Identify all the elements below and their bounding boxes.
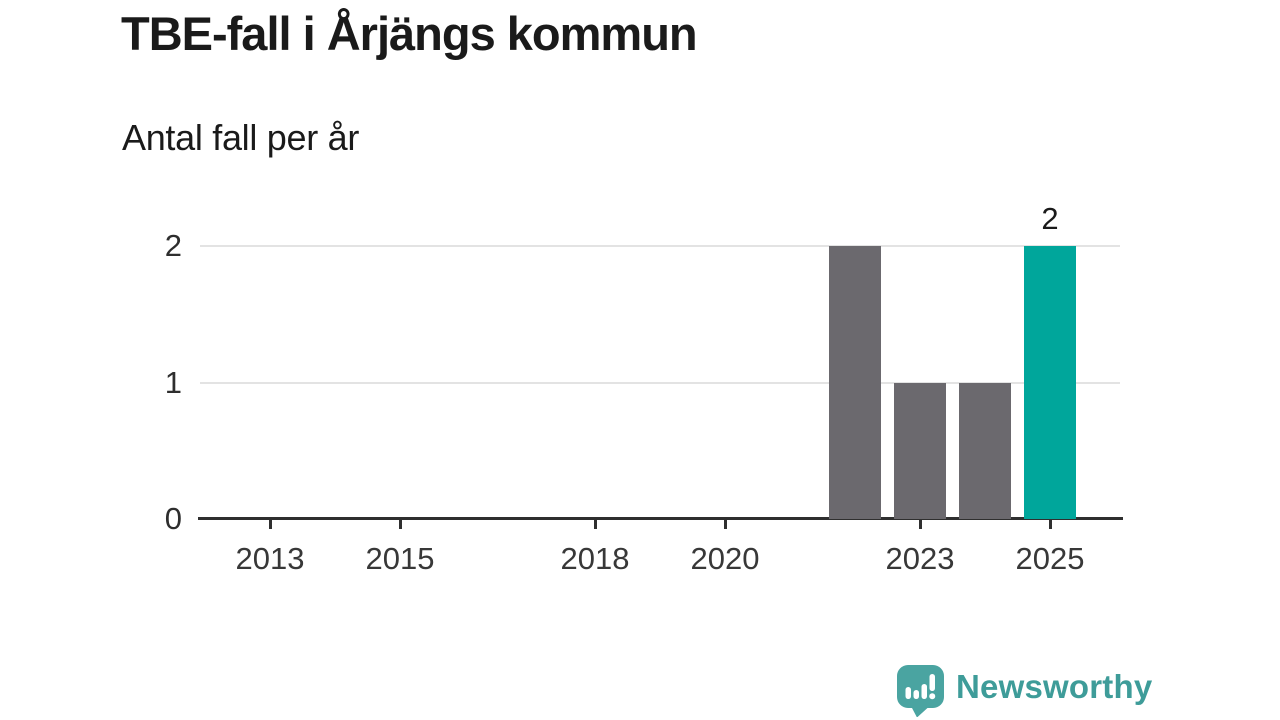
x-tick-label-2023: 2023: [885, 541, 955, 576]
newsworthy-logo-text: Newsworthy: [956, 668, 1153, 705]
bar-2025: [1024, 246, 1076, 519]
newsworthy-logo-icon: [897, 665, 944, 717]
x-tick-mark-2013: [269, 520, 272, 529]
chart-title: TBE-fall i Årjängs kommun: [121, 7, 698, 60]
bar-2023: [894, 382, 946, 519]
x-tick-mark-2025: [1049, 520, 1052, 529]
y-tick-label-2: 2: [164, 228, 182, 263]
x-tick-mark-2015: [399, 520, 402, 529]
x-axis-line: [198, 517, 1123, 520]
y-tick-label-1: 1: [164, 364, 182, 400]
x-tick-label-2013: 2013: [235, 541, 305, 576]
x-tick-label-2018: 2018: [560, 541, 630, 576]
x-tick-mark-2023: [919, 520, 922, 529]
x-tick-mark-2018: [594, 520, 597, 529]
gridline-y-2: [200, 245, 1120, 247]
bar-2022: [829, 246, 881, 519]
bar-value-label-2025: 2: [1041, 201, 1059, 236]
x-tick-label-2020: 2020: [690, 541, 760, 576]
chart-subtitle: Antal fall per år: [122, 117, 360, 158]
x-tick-mark-2020: [724, 520, 727, 529]
bar-2024: [959, 382, 1011, 519]
x-tick-label-2015: 2015: [365, 541, 435, 576]
x-tick-label-2025: 2025: [1015, 541, 1085, 576]
newsworthy-logo: Newsworthy: [897, 665, 1152, 717]
gridline-y-1: [200, 381, 1120, 384]
y-tick-label-0: 0: [164, 501, 182, 536]
